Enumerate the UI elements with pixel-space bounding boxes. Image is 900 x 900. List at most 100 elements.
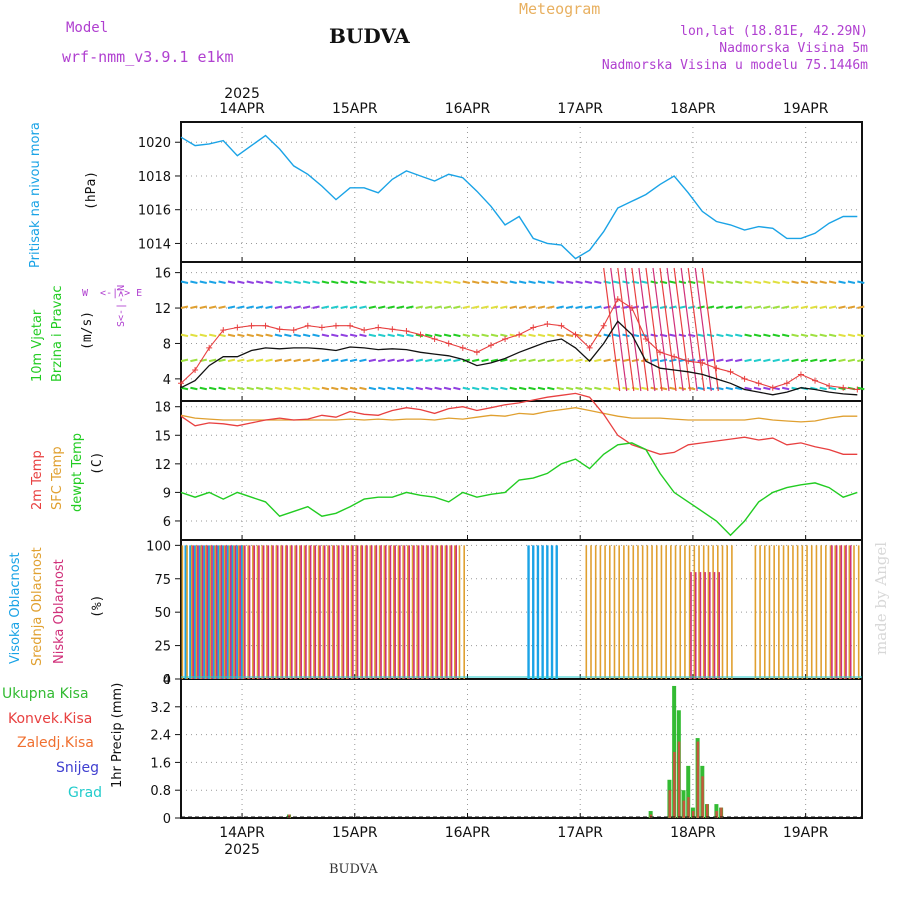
wind-arrow-1-42 [378,358,386,363]
top-date-label-5: 19APR [783,101,829,117]
wind-arrow-0-122 [753,386,762,391]
top-date-label-1: 15APR [332,101,378,117]
wind-arrow-2-114 [716,333,724,338]
wind-arrow-2-60 [462,333,471,338]
wind-arrow-3-106 [678,305,687,310]
wind-arrow-3-88 [594,305,602,310]
storm-arrow-100.5 [652,267,670,392]
wind-arrow-4-128 [781,280,790,284]
wind-arrow-4-112 [706,280,715,284]
wind-arrow-0-8 [218,386,226,391]
ytick-label-4-5: 4 [163,673,171,688]
wind-arrow-4-62 [471,280,480,284]
gust-marker-17 [417,331,424,338]
wind-arrow-3-8 [218,305,226,310]
wind-arrow-2-116 [725,333,734,338]
wind-arrow-0-72 [518,386,527,391]
gust-marker-5 [248,322,255,329]
ytick-label-0-2: 1018 [138,170,171,185]
wind-arrow-2-56 [443,333,452,338]
wind-arrow-0-32 [331,386,339,391]
wind-arrow-4-114 [716,280,724,284]
gust-marker-40 [741,375,748,382]
wind-arrow-0-36 [349,386,358,391]
wind-arrow-3-112 [706,305,715,310]
storm-arrow-90 [603,267,621,392]
gust-marker-27 [558,322,565,329]
wind-arrow-3-64 [481,305,489,310]
wind-arrow-2-26 [302,333,311,338]
wind-arrow-3-52 [425,305,433,310]
wind-arrow-1-92 [612,358,621,363]
wind-arrow-0-78 [547,386,555,391]
wind-arrow-3-138 [828,305,837,310]
wind-arrow-1-22 [284,358,292,363]
precip-total-bar-6 [686,765,691,818]
wind-arrow-4-44 [387,280,395,284]
location-title: BUDVA [329,24,410,48]
gust-marker-9 [304,322,311,329]
wind-arrow-0-30 [321,386,330,391]
precip-conv-bar-1 [649,814,653,818]
wind-arrow-1-110 [697,358,705,363]
wind-arrow-1-98 [641,358,649,363]
wind-arrow-0-40 [368,386,377,391]
wind-arrow-1-120 [744,358,752,363]
wind-arrow-4-22 [284,280,292,284]
wind-arrow-2-120 [744,333,752,338]
wind-arrow-3-110 [697,305,705,310]
wind-arrow-3-114 [716,305,724,310]
wind-arrow-1-94 [622,358,630,363]
wind-arrow-3-2 [190,305,198,310]
wind-arrow-2-6 [208,333,217,338]
gust-marker-14 [375,324,382,331]
wind-arrow-2-80 [556,333,564,338]
wind-arrow-1-30 [321,358,330,363]
wind-arrow-4-42 [378,280,386,284]
wind-arrow-3-98 [641,305,649,310]
wind-arrow-4-102 [659,280,668,284]
wind-arrow-3-0 [180,305,189,310]
wind-arrow-0-20 [274,386,283,391]
wind-arrow-1-76 [537,358,546,363]
wind-arrow-3-122 [753,305,762,310]
wind-arrow-3-36 [349,305,358,310]
wind-arrow-0-68 [500,386,508,391]
wind-arrow-1-52 [425,358,433,363]
wind-arrow-3-72 [518,305,527,310]
bottom-date-label-1: 15APR [332,825,378,841]
wind-arrow-1-0 [180,358,189,363]
wind-arrow-0-34 [340,386,348,391]
wind-arrow-3-82 [565,305,574,310]
wind-arrow-0-60 [462,386,471,391]
wind-arrow-4-58 [453,280,461,284]
wind-arrow-2-50 [415,333,424,338]
altitude-info: Nadmorska Visina 5m [719,41,868,56]
wind-arrow-0-22 [284,386,292,391]
wind-arrow-1-90 [603,358,611,363]
wind-arrow-1-132 [800,358,809,363]
wind-arrow-1-124 [763,358,771,363]
wind-arrow-2-74 [528,333,536,338]
wind-arrow-0-6 [208,386,217,391]
wind-arrow-3-46 [396,305,405,310]
wind-arrow-0-70 [509,386,517,391]
wind-arrow-0-128 [781,386,790,391]
wind-arrow-2-32 [331,333,339,338]
storm-arrow-94.5 [624,267,642,392]
gust-marker-0 [178,380,184,387]
temp-2m-line [180,392,858,455]
wind-arrow-0-12 [237,386,245,391]
wind-arrow-3-66 [490,305,499,310]
wind-arrow-2-126 [772,333,780,338]
wind-arrow-4-132 [800,280,809,284]
wind-arrow-1-102 [659,358,668,363]
wind-arrow-2-104 [669,333,677,338]
wind-arrow-3-118 [734,305,743,310]
legend-snow: Snijeg [56,760,100,776]
wind-arrow-2-36 [349,333,358,338]
wind-arrow-2-4 [199,333,207,338]
bottom-date-label-3: 17APR [557,825,603,841]
ytick-label-0-3: 1020 [138,136,171,151]
wind-arrow-2-86 [584,333,593,338]
